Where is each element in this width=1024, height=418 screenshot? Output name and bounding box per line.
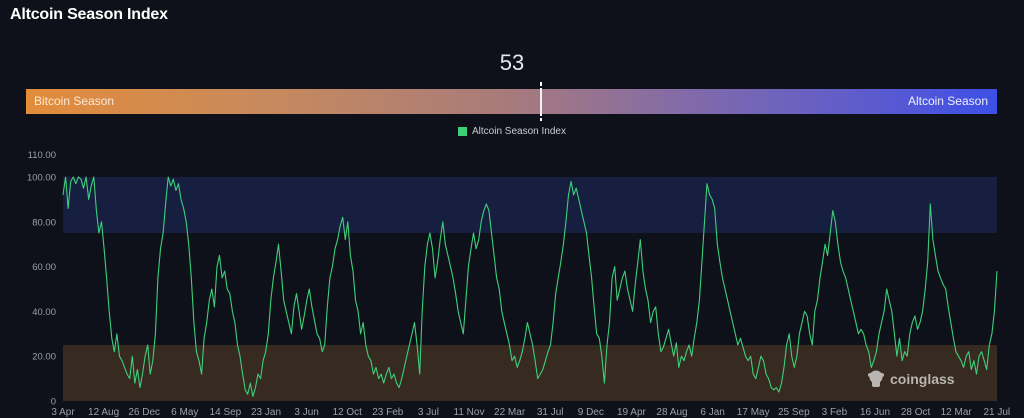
chart-legend[interactable]: Altcoin Season Index [458, 126, 566, 137]
x-tick-label: 3 Jul [418, 407, 439, 418]
x-tick-label: 9 Dec [578, 407, 604, 418]
x-tick-label: 22 Mar [494, 407, 526, 418]
coinglass-watermark: coinglass [866, 369, 955, 389]
y-tick-label: 20.00 [32, 352, 56, 363]
y-axis: 0 20.00 40.00 60.00 80.00 100.00 110.00 [27, 150, 56, 407]
x-tick-label: 25 Sep [778, 407, 810, 418]
current-index-value: 53 [499, 50, 525, 75]
x-tick-label: 23 Feb [372, 407, 404, 418]
x-axis: 3 Apr 12 Aug 26 Dec 6 May 14 Sep 23 Jan 3 Jun 1… [51, 407, 1010, 418]
coinglass-logo-icon [868, 370, 884, 387]
y-tick-label: 100.00 [27, 173, 56, 184]
x-tick-label: 3 Apr [51, 407, 75, 418]
x-tick-label: 28 Oct [901, 407, 931, 418]
x-tick-label: 17 May [737, 407, 770, 418]
band-bitcoin [63, 345, 997, 401]
x-tick-label: 6 Jan [700, 407, 724, 418]
y-tick-label: 0 [51, 397, 56, 408]
x-tick-label: 12 Mar [941, 407, 973, 418]
x-tick-label: 26 Dec [128, 407, 160, 418]
chart-bands [63, 177, 997, 401]
legend-swatch-icon [458, 127, 467, 136]
legend-label: Altcoin Season Index [472, 126, 566, 137]
x-tick-label: 12 Aug [88, 407, 119, 418]
y-tick-label: 80.00 [32, 217, 56, 228]
x-tick-label: 23 Jan [251, 407, 281, 418]
y-tick-label: 60.00 [32, 262, 56, 273]
band-altcoin [63, 177, 997, 233]
x-tick-label: 31 Jul [537, 407, 564, 418]
bitcoin-season-label: Bitcoin Season [34, 94, 115, 108]
x-tick-label: 19 Apr [617, 407, 647, 418]
x-tick-label: 28 Aug [656, 407, 687, 418]
y-tick-label: 110.00 [28, 150, 56, 161]
x-tick-label: 14 Sep [210, 407, 242, 418]
gauge-marker [540, 89, 542, 114]
altcoin-season-label: Altcoin Season [907, 94, 988, 108]
x-tick-label: 3 Jun [294, 407, 318, 418]
x-tick-label: 6 May [171, 407, 198, 418]
x-tick-label: 16 Jun [860, 407, 890, 418]
index-line [62, 176, 998, 398]
y-tick-label: 40.00 [32, 307, 56, 318]
watermark-text: coinglass [890, 371, 955, 387]
x-tick-label: 11 Nov [454, 407, 485, 418]
x-tick-label: 12 Oct [332, 407, 362, 418]
x-tick-label: 3 Feb [822, 407, 848, 418]
page-title: Altcoin Season Index [10, 6, 168, 23]
season-gauge-bar: Bitcoin Season Altcoin Season [26, 89, 997, 114]
x-tick-label: 21 Jul [983, 407, 1010, 418]
